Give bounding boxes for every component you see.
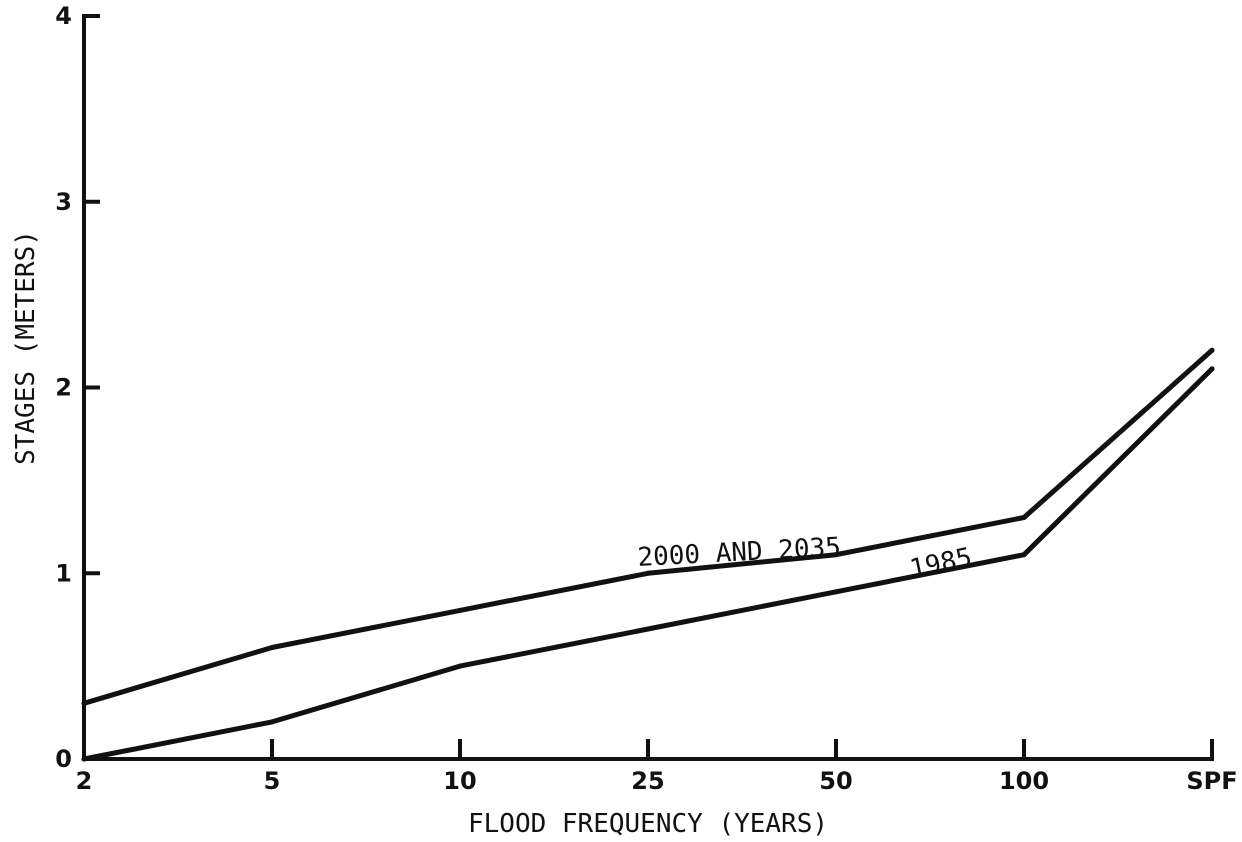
series-point (833, 552, 839, 558)
series-point (1209, 347, 1215, 353)
y-tick-label: 1 (55, 559, 72, 587)
series-point (269, 645, 275, 651)
x-tick-label: 10 (443, 767, 476, 795)
y-ticks: 0 1 2 3 4 (55, 2, 100, 773)
series-point (81, 700, 87, 706)
x-tick-label: 25 (631, 767, 664, 795)
series-point (1209, 366, 1215, 372)
series-point (645, 570, 651, 576)
series-point (269, 719, 275, 725)
series-point (81, 756, 87, 762)
x-tick-label: 100 (999, 767, 1049, 795)
series-lines (81, 347, 1215, 762)
y-tick-label: 2 (55, 374, 72, 402)
series-point (457, 663, 463, 669)
series-point (833, 589, 839, 595)
y-tick-label: 4 (55, 2, 72, 30)
series-line-2000-and-2035 (81, 347, 1215, 706)
x-tick-label: SPF (1186, 767, 1237, 795)
series-label-2000-and-2035: 2000 AND 2035 (637, 532, 842, 573)
y-tick-label: 0 (55, 745, 72, 773)
series-point (645, 626, 651, 632)
x-ticks: 2 5 10 25 50 100 SPF (76, 739, 1238, 795)
x-axis-title: FLOOD FREQUENCY (YEARS) (468, 809, 828, 839)
y-tick-label: 3 (55, 188, 72, 216)
axes (82, 14, 1214, 761)
x-tick-label: 50 (819, 767, 852, 795)
series-point (1021, 515, 1027, 521)
x-tick-label: 5 (264, 767, 281, 795)
series-point (457, 607, 463, 613)
series-label-1985: 1985 (907, 542, 974, 584)
series-point (1021, 552, 1027, 558)
y-axis-title: STAGES (METERS) (11, 230, 41, 465)
x-tick-label: 2 (76, 767, 93, 795)
